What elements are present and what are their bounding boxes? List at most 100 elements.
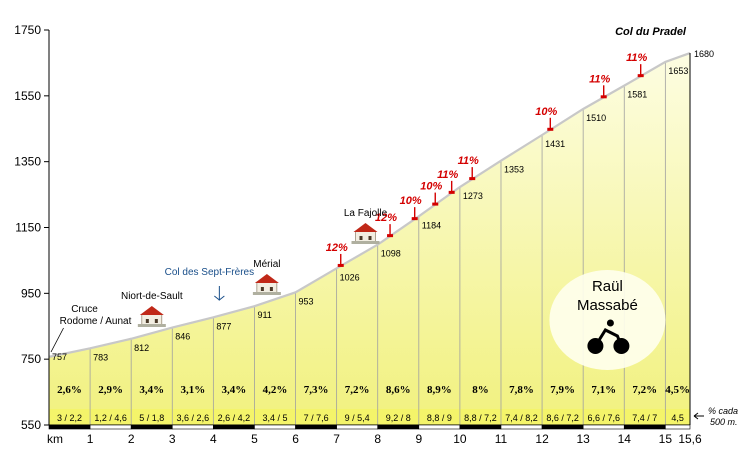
y-tick-label: 1150 [15, 221, 41, 235]
steep-marker-base [432, 202, 439, 206]
place-label: Mérial [253, 259, 280, 270]
split-gradient-label: 7,4 / 8,2 [505, 413, 538, 423]
split-band [49, 409, 690, 425]
km-bar-segment [48, 424, 91, 430]
x-tick-label: 9 [415, 432, 422, 446]
split-gradient-label: 5 / 1,8 [139, 413, 164, 423]
elevation-label: 1098 [381, 249, 401, 259]
segment-gradient-label: 3,1% [180, 384, 205, 396]
steep-marker-base [469, 177, 476, 181]
split-gradient-label: 1,2 / 4,6 [94, 413, 127, 423]
segment-gradient-label: 7,2% [345, 384, 370, 396]
km-bar-segment [89, 424, 132, 430]
x-tick-label: 15 [659, 432, 673, 446]
segment-gradient-label: 8,9% [427, 384, 452, 396]
y-tick-label: 1350 [14, 155, 41, 169]
elevation-label: 1510 [586, 113, 606, 123]
steep-marker-base [387, 234, 394, 238]
y-tick-label: 550 [21, 418, 41, 432]
segment-gradient-label: 3,4% [222, 384, 247, 396]
elevation-label: 1431 [545, 139, 565, 149]
km-bar-segment [336, 424, 379, 430]
place-label: La Fajolle [344, 208, 388, 219]
pass-arrow-icon [214, 286, 225, 302]
steep-marker-base [637, 74, 644, 78]
segment-gradient-label: 8,6% [386, 384, 411, 396]
km-bar-segment [377, 424, 420, 430]
km-bar-segment [171, 424, 214, 430]
village-icon [351, 223, 380, 244]
segment-gradient-label: 7,8% [509, 384, 534, 396]
elevation-label: 877 [216, 321, 231, 331]
x-tick-label: 7 [333, 432, 340, 446]
steep-marker-label: 12% [375, 212, 397, 224]
x-tick-label: 8 [374, 432, 381, 446]
profile-area [49, 53, 690, 426]
x-tick-label: 14 [618, 432, 632, 446]
segment-gradient-label: 7,9% [550, 384, 575, 396]
elevation-label: 1353 [504, 165, 524, 175]
split-note-arrow-icon [693, 412, 704, 420]
steep-marker-label: 11% [626, 52, 647, 64]
split-gradient-label: 3,6 / 2,6 [177, 413, 210, 423]
place-label: Col des Sept-Frères [165, 267, 254, 278]
x-tick-label: 10 [453, 432, 467, 446]
x-tick-label: 2 [128, 432, 135, 446]
km-bar-segment [254, 424, 296, 430]
split-gradient-label: 9 / 5,4 [345, 413, 370, 423]
elevation-label: 1680 [694, 49, 714, 59]
split-gradient-label: 8,8 / 9 [427, 413, 452, 423]
km-bar-segment [623, 424, 666, 430]
elevation-label: 911 [257, 310, 271, 320]
steep-marker-label: 10% [420, 181, 442, 193]
elevation-label: 953 [299, 296, 314, 306]
x-tick-label: 11 [495, 432, 508, 446]
km-bar-segment [213, 424, 255, 430]
km-bar-segment [418, 424, 461, 430]
x-tick-label: 5 [251, 432, 258, 446]
segment-gradient-label: 7,3% [304, 384, 329, 396]
segment-gradient-label: 4,2% [263, 384, 288, 396]
steep-marker-label: 12% [326, 242, 348, 254]
steep-marker-base [600, 95, 607, 99]
village-icon [252, 274, 281, 295]
y-tick-label: 950 [21, 286, 41, 300]
split-gradient-label: 8,8 / 7,2 [464, 413, 497, 423]
split-note-line1: % cada [708, 406, 738, 416]
profile-line [48, 52, 691, 358]
split-gradient-label: 2,6 / 4,2 [218, 413, 251, 423]
steep-marker-base [411, 217, 418, 221]
steep-marker-label: 10% [535, 106, 557, 118]
km-bar-segment [459, 424, 502, 430]
rider-last-name: Massabé [577, 297, 638, 314]
km-bar-segment [500, 424, 543, 430]
km-bar-segment [541, 424, 584, 430]
steep-marker-base [547, 127, 554, 131]
segment-gradient-label: 7,2% [632, 384, 657, 396]
split-gradient-label: 8,6 / 7,2 [546, 413, 579, 423]
x-tick-label: 6 [292, 432, 299, 446]
elevation-label: 757 [52, 352, 67, 362]
x-tick-label: 13 [576, 432, 590, 446]
steep-marker-label: 10% [400, 195, 422, 207]
split-gradient-label: 4,5 [671, 413, 684, 423]
km-bar-segment [582, 424, 625, 430]
segment-gradient-label: 4,5% [665, 384, 690, 396]
segment-gradient-label: 7,1% [591, 384, 616, 396]
km-bar-segment [665, 424, 691, 430]
steep-marker-label: 11% [458, 155, 479, 167]
x-tick-label: 15,6 [678, 432, 702, 446]
chart-title: Col du Pradel [615, 26, 687, 38]
y-tick-label: 750 [21, 352, 41, 366]
segment-gradient-label: 3,4% [139, 384, 164, 396]
elevation-label: 1581 [627, 90, 647, 100]
elevation-label: 812 [134, 343, 149, 353]
split-gradient-label: 7 / 7,6 [304, 413, 329, 423]
x-tick-label: 4 [210, 432, 217, 446]
km-bar-segment [130, 424, 173, 430]
split-note-line2: 500 m. [710, 417, 738, 427]
rider-badge [549, 270, 666, 370]
place-label: Niort-de-Sault [121, 291, 183, 302]
place-pointer [50, 327, 64, 353]
